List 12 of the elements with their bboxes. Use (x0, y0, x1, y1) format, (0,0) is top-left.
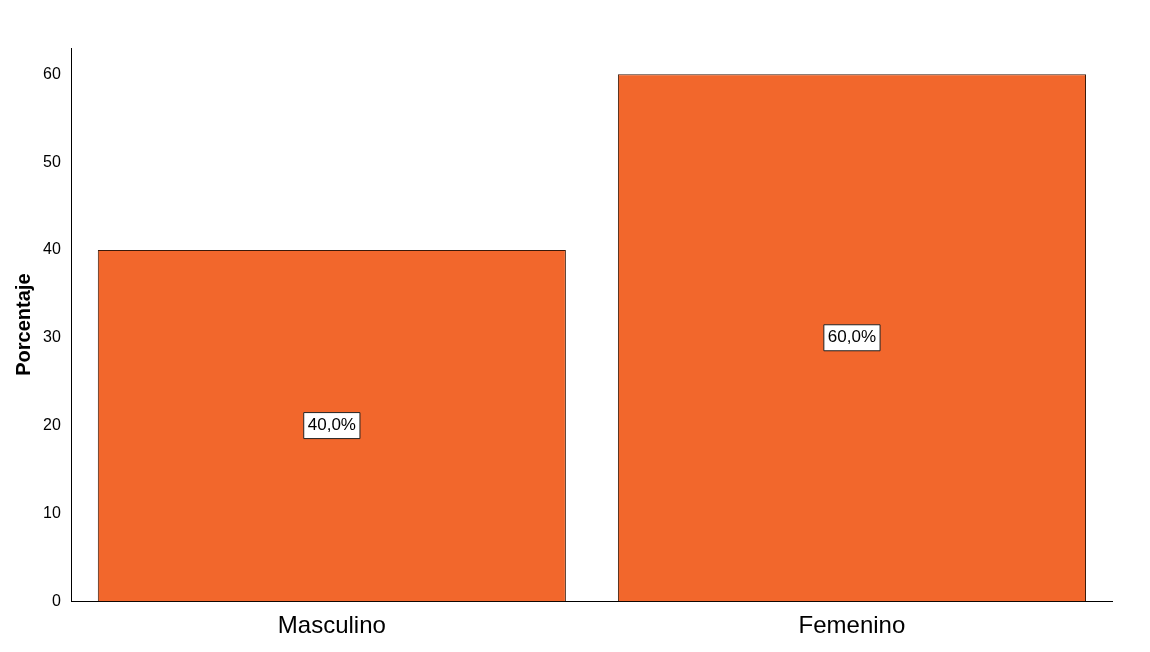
y-axis-title: Porcentaje (11, 273, 34, 376)
x-tick-label: Femenino (798, 611, 906, 639)
y-tick-label: 50 (43, 152, 61, 170)
y-tick-label: 40 (43, 240, 61, 258)
y-tick-label: 20 (43, 415, 61, 433)
y-tick-label: 30 (43, 328, 61, 346)
data-label: 60,0% (827, 327, 877, 347)
x-tick-label: Masculino (277, 611, 386, 639)
data-label: 40,0% (307, 415, 356, 435)
y-tick-label: 0 (51, 591, 61, 609)
y-tick-label: 10 (43, 503, 61, 521)
y-tick-label: 60 (43, 64, 61, 82)
